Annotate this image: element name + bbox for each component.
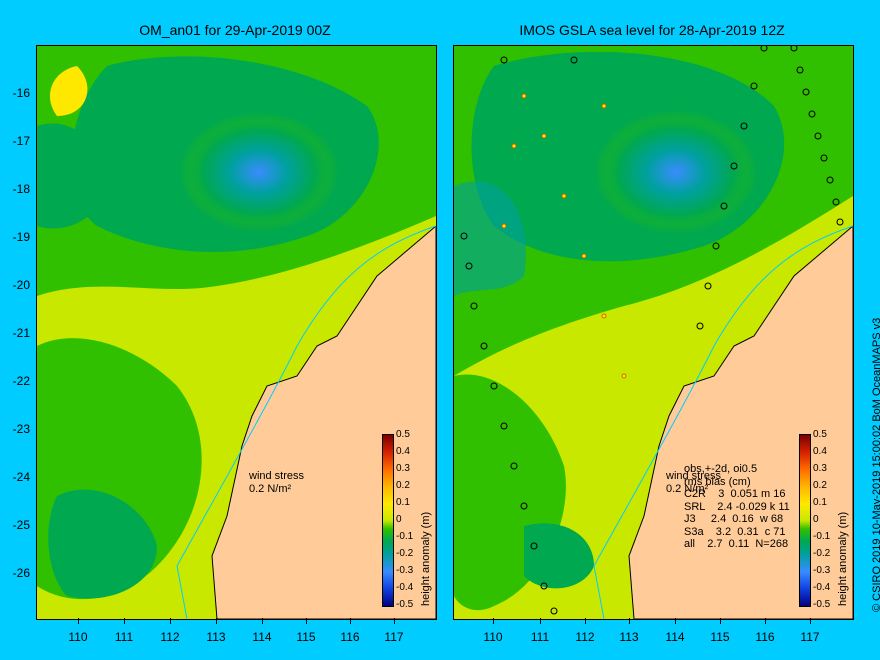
x-tick-label: 115 [296,630,316,644]
x-tick-mark [810,618,811,624]
stats-subheader: rms bias (cm) [684,475,751,488]
y-tick-label: -22 [12,374,30,388]
left-wind-legend-line1: wind stress [249,470,305,482]
right-cbar-tick: 0.1 [813,497,827,508]
left-cbar-tick: 0.5 [396,429,410,440]
x-tick-mark [262,618,263,624]
stats-row: J3 2.4 0.16 w 68 [684,513,784,525]
x-tick-label: 117 [800,630,820,644]
right-colorbar-title: height anomaly (m) [837,511,849,606]
x-tick-label: 116 [755,630,775,644]
y-tick-label: -20 [12,278,30,292]
x-tick-mark [170,618,171,624]
right-cbar-tick: 0 [813,514,819,525]
stats-row: SRL 2.4 -0.029 k 11 [684,500,790,513]
obs-stats-table: obs,+-2d, oi0.5 rms bias (cm) C2R 3 0.051 … [684,463,790,551]
left-cbar-tick: 0.4 [396,446,410,457]
right-wind-legend: wind stress 0.2 N/m² [666,470,721,496]
x-tick-mark [306,618,307,624]
right-cbar-tick: 0.3 [813,463,827,474]
x-tick-mark [216,618,217,624]
x-tick-label: 112 [160,630,180,644]
y-tick-label: -17 [12,134,30,148]
x-tick-mark [124,618,125,624]
left-cbar-tick: 0.3 [396,463,410,474]
x-tick-label: 114 [252,630,272,644]
y-tick-label: -19 [12,230,30,244]
left-cbar-tick: 0.1 [396,497,410,508]
y-tick-label: -18 [12,182,30,196]
x-tick-mark [493,618,494,624]
x-tick-mark [540,618,541,624]
left-cbar-tick: 0 [396,514,402,525]
x-tick-label: 111 [530,630,550,644]
x-tick-mark [765,618,766,624]
x-tick-label: 113 [206,630,226,644]
right-cbar-tick: 0.2 [813,480,827,491]
y-tick-label: -23 [12,422,30,436]
left-cbar-tick: -0.2 [396,548,414,559]
stats-row: S3a 3.2 0.31 c 71 [684,525,786,538]
left-cbar-tick: -0.1 [396,531,414,542]
y-tick-label: -16 [12,86,30,100]
x-tick-label: 115 [710,630,730,644]
x-tick-label: 117 [384,630,404,644]
left-colorbar-title: height anomaly (m) [420,511,432,606]
right-map-panel: wind stress 0.2 N/m² obs,+-2d, oi0.5 rms … [453,45,854,620]
x-tick-mark [720,618,721,624]
left-cbar-tick: -0.5 [396,599,414,610]
x-tick-mark [585,618,586,624]
x-tick-label: 110 [483,630,503,644]
right-cbar-tick: -0.4 [813,582,831,593]
left-cbar-tick: -0.4 [396,582,414,593]
y-tick-label: -25 [12,518,30,532]
x-tick-mark [350,618,351,624]
x-tick-label: 116 [340,630,360,644]
x-tick-label: 112 [575,630,595,644]
left-wind-legend-line2: 0.2 N/m² [249,483,292,495]
left-cbar-tick: -0.3 [396,565,414,576]
x-tick-label: 110 [68,630,88,644]
stats-header: obs,+-2d, oi0.5 [684,463,758,475]
left-colorbar [382,434,394,607]
copyright-notice: © CSIRO 2019 10-May-2019 15:00:02 BoM Oc… [871,317,880,612]
right-cbar-tick: -0.5 [813,599,831,610]
right-colorbar [799,434,811,607]
x-tick-label: 113 [619,630,639,644]
right-cbar-tick: -0.2 [813,548,831,559]
right-wind-legend-line1: wind stress [666,470,722,482]
left-wind-legend: wind stress 0.2 N/m² [249,470,304,496]
right-map-title: IMOS GSLA sea level for 28-Apr-2019 12Z [519,22,785,38]
right-map-canvas [454,46,853,619]
stats-row: C2R 3 0.051 m 16 [684,488,786,500]
y-tick-label: -26 [12,566,30,580]
right-wind-legend-line2: 0.2 N/m² [666,483,709,495]
y-tick-label: -21 [12,326,30,340]
x-tick-label: 114 [665,630,685,644]
x-tick-mark [629,618,630,624]
left-map-canvas [37,46,436,619]
right-cbar-tick: -0.3 [813,565,831,576]
x-tick-mark [394,618,395,624]
right-cbar-tick: 0.5 [813,429,827,440]
y-tick-label: -24 [12,470,30,484]
x-tick-mark [675,618,676,624]
right-cbar-tick: 0.4 [813,446,827,457]
x-tick-label: 111 [114,630,134,644]
stats-row: all 2.7 0.11 N=268 [684,538,789,550]
left-map-title: OM_an01 for 29-Apr-2019 00Z [139,22,331,38]
right-cbar-tick: -0.1 [813,531,831,542]
x-tick-mark [78,618,79,624]
left-cbar-tick: 0.2 [396,480,410,491]
left-map-panel: wind stress 0.2 N/m² [36,45,437,620]
